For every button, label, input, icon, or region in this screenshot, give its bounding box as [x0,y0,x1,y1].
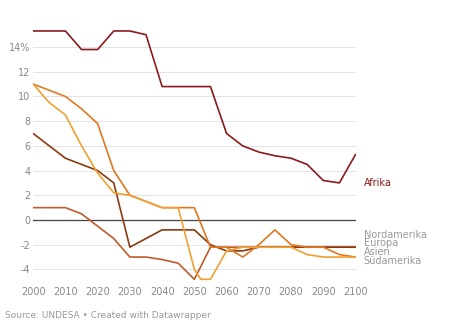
Text: Nordamerika: Nordamerika [364,230,427,240]
Text: Europa: Europa [364,238,398,248]
Text: Südamerika: Südamerika [364,256,422,266]
Text: Source: UNDESA • Created with Datawrapper: Source: UNDESA • Created with Datawrappe… [5,311,210,320]
Text: Asien: Asien [364,247,391,257]
Text: Afrika: Afrika [364,178,392,188]
